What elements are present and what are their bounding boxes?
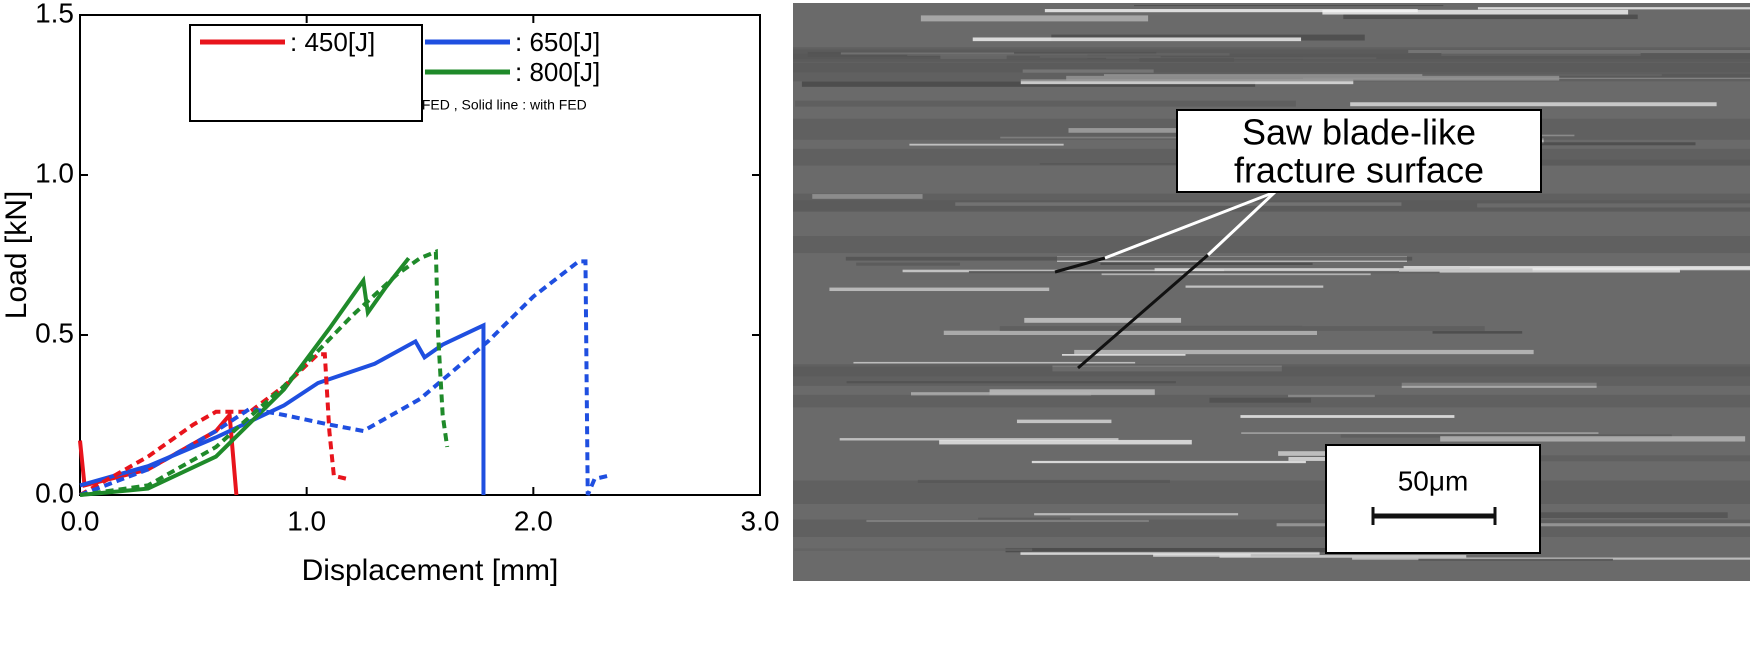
sem-fiber (793, 236, 1750, 254)
pointer (1077, 253, 1209, 370)
sem-fiber (793, 366, 1750, 386)
sem-streak (968, 270, 1440, 274)
sem-fiber (793, 193, 1750, 211)
sem-streak (1352, 557, 1750, 560)
sem-fiber (793, 480, 1750, 504)
sem-streak (1031, 460, 1306, 464)
sem-streak (1343, 14, 1638, 20)
legend-label: : 650[J] (515, 27, 600, 57)
sem-streak (1024, 317, 1182, 323)
sem-streak (1340, 434, 1672, 438)
y-tick-label: 0.5 (35, 317, 74, 348)
sem-streak (978, 517, 1071, 520)
data-line (79, 259, 609, 497)
sem-streak (1100, 262, 1313, 266)
sem-streak (1020, 551, 1320, 555)
sem-streak (911, 392, 1092, 396)
x-tick-label: 3.0 (741, 505, 780, 536)
sem-streak (1016, 419, 1112, 424)
pointer (1104, 190, 1276, 260)
scale-box (1325, 444, 1541, 554)
sem-streak (1074, 349, 1534, 355)
data-line (79, 352, 348, 497)
y-axis-label: Load [kN] (0, 191, 33, 319)
sem-streak (795, 100, 1296, 107)
sem-streak (1061, 354, 1186, 356)
pointer (1206, 190, 1277, 257)
pointer (1054, 256, 1106, 274)
sem-streak (1153, 553, 1251, 557)
sem-streak (1034, 513, 1239, 516)
sem-fiber (793, 47, 1750, 59)
sem-streak (1101, 273, 1371, 276)
sem-streak (1044, 9, 1418, 13)
sem-streak (856, 262, 960, 266)
sem-streak (839, 438, 1119, 441)
legend-label: : 450[J] (290, 27, 375, 57)
y-tick-label: 1.5 (35, 0, 74, 28)
sem-streak (1134, 5, 1444, 7)
sem-streak (829, 287, 1050, 292)
sem-streak (794, 548, 1033, 551)
sem-streak (1418, 558, 1613, 561)
sem-streak (1219, 555, 1467, 558)
sem-streak (853, 361, 1136, 364)
sem-streak (1240, 415, 1455, 418)
scale-label: 50μm (1398, 465, 1469, 496)
sem-streak (1241, 432, 1599, 434)
sem-streak (801, 81, 1256, 87)
sem-streak (1432, 331, 1523, 334)
sem-streak (845, 256, 1413, 261)
plot-frame (79, 14, 761, 496)
data-line (79, 322, 486, 495)
annotation-box (1176, 109, 1542, 193)
sem-streak (999, 326, 1485, 331)
sem-streak (943, 330, 1317, 336)
x-tick-label: 0.0 (61, 505, 100, 536)
sem-streak (1350, 102, 1717, 107)
data-line (79, 248, 450, 497)
sem-streak (939, 439, 1192, 445)
sem-fiber (793, 394, 1750, 408)
sem-streak (1005, 547, 1527, 553)
annotation-text: fracture surface (1234, 150, 1484, 191)
sem-streak (1020, 79, 1354, 85)
sem-streak (1456, 512, 1728, 519)
y-tick-label: 0.0 (35, 477, 74, 508)
x-axis-label: Displacement [mm] (302, 554, 559, 587)
data-line (79, 256, 411, 497)
sem-streak (1398, 268, 1533, 272)
x-tick-label: 2.0 (514, 505, 553, 536)
annotation-text: Saw blade-like (1242, 112, 1476, 153)
y-tick-label: 1.0 (35, 157, 74, 188)
sem-streak (1322, 9, 1629, 15)
sem-streak (1433, 455, 1750, 462)
sem-streak (1185, 285, 1324, 288)
sem-streak (1440, 436, 1746, 442)
sem-streak (920, 15, 1149, 22)
legend-label: : 800[J] (515, 57, 600, 87)
x-tick-label: 1.0 (287, 505, 326, 536)
sem-streak (972, 37, 1302, 42)
sem-streak (909, 143, 1064, 146)
sem-streak (1477, 7, 1750, 10)
sem-fiber (793, 519, 1750, 538)
